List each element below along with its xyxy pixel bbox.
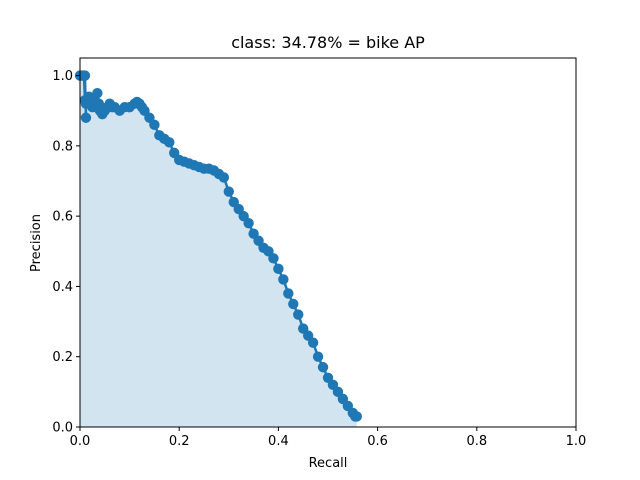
- axes-frame: [79, 57, 577, 428]
- data-point-63: [307, 337, 319, 348]
- data-point-13: [92, 87, 103, 99]
- x-tick-label-1: 0.2: [169, 434, 190, 449]
- data-point-31: [149, 119, 160, 130]
- y-tick-label-5: 1.0: [52, 69, 73, 84]
- chart-title: class: 34.78% = bike AP: [231, 33, 425, 52]
- area-fill: [80, 75, 357, 428]
- data-point-50: [243, 217, 254, 229]
- y-tick-label-4: 0.8: [52, 139, 73, 154]
- data-point-59: [288, 298, 299, 310]
- y-tick-label-2: 0.4: [52, 280, 73, 295]
- data-point-56: [273, 263, 284, 275]
- y-tick-label-3: 0.6: [52, 210, 73, 225]
- data-point-45: [218, 172, 230, 183]
- plot-area: [74, 70, 362, 428]
- data-point-5: [79, 70, 91, 81]
- x-tick-label-4: 0.8: [466, 434, 487, 449]
- data-point-65: [317, 362, 329, 373]
- data-point-34: [164, 137, 175, 148]
- data-point-46: [223, 186, 234, 197]
- y-tick-label-0: 0.0: [52, 421, 73, 436]
- data-point-60: [293, 309, 304, 320]
- y-axis-title: Precision: [29, 214, 44, 272]
- data-point-6: [80, 112, 92, 123]
- data-point-55: [268, 253, 279, 264]
- y-tick-label-1: 0.2: [52, 350, 73, 365]
- x-axis-title: Recall: [309, 456, 348, 471]
- data-point-57: [278, 274, 289, 285]
- x-tick-label-2: 0.4: [268, 434, 289, 449]
- x-tick-label-3: 0.6: [367, 434, 388, 449]
- x-tick-label-0: 0.0: [70, 434, 91, 449]
- data-point-58: [283, 288, 294, 299]
- axes: 0.0 0.2 0.4 0.6 0.8 1.0 0.0 0.2 0.4 0.6 0.8 1.0: [52, 57, 587, 449]
- data-point-73: [351, 411, 362, 422]
- x-tick-label-5: 1.0: [566, 434, 587, 449]
- data-point-64: [312, 351, 324, 362]
